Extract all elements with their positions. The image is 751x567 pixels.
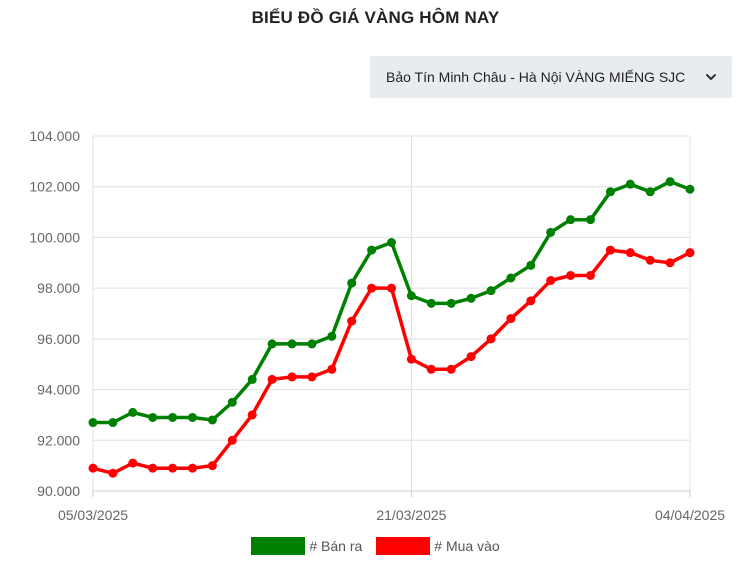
point-ban-ra xyxy=(188,412,197,422)
point-mua-vao xyxy=(267,374,277,384)
chart-legend: # Bán ra # Mua vào xyxy=(0,537,751,555)
point-ban-ra xyxy=(88,418,98,428)
y-tick-label: 100.000 xyxy=(29,229,80,245)
point-ban-ra xyxy=(446,298,456,308)
point-mua-vao xyxy=(247,410,257,420)
point-mua-vao xyxy=(546,276,556,286)
point-mua-vao xyxy=(426,364,436,374)
point-ban-ra xyxy=(625,179,635,189)
point-mua-vao xyxy=(665,258,675,268)
legend-item-ban-ra[interactable]: # Bán ra xyxy=(251,537,362,555)
point-mua-vao xyxy=(347,316,357,326)
point-mua-vao xyxy=(188,463,197,473)
x-tick-label: 21/03/2025 xyxy=(376,507,446,523)
point-mua-vao xyxy=(108,468,118,478)
point-mua-vao xyxy=(526,296,536,306)
point-mua-vao xyxy=(466,352,476,362)
point-mua-vao xyxy=(148,463,158,473)
point-mua-vao xyxy=(327,364,337,374)
store-select-value: Bảo Tín Minh Châu - Hà Nội VÀNG MIẾNG SJ… xyxy=(386,69,686,85)
point-mua-vao xyxy=(307,372,317,382)
point-mua-vao xyxy=(566,270,576,280)
point-mua-vao xyxy=(88,463,98,473)
point-ban-ra xyxy=(526,260,536,270)
point-mua-vao xyxy=(645,255,655,265)
point-ban-ra xyxy=(307,339,317,349)
point-ban-ra xyxy=(367,245,377,255)
y-tick-label: 96.000 xyxy=(37,331,80,347)
x-tick-label: 04/04/2025 xyxy=(655,507,725,523)
point-mua-vao xyxy=(227,435,237,445)
legend-swatch-ban-ra xyxy=(251,537,306,555)
legend-swatch-mua-vao xyxy=(376,537,431,555)
point-ban-ra xyxy=(347,278,357,288)
point-mua-vao xyxy=(685,248,695,258)
y-tick-label: 94.000 xyxy=(37,382,80,398)
point-ban-ra xyxy=(566,215,576,225)
store-select-dropdown[interactable]: Bảo Tín Minh Châu - Hà Nội VÀNG MIẾNG SJ… xyxy=(370,56,732,98)
point-ban-ra xyxy=(665,177,675,187)
point-mua-vao xyxy=(387,283,396,293)
point-ban-ra xyxy=(486,286,496,296)
point-ban-ra xyxy=(267,339,277,349)
point-mua-vao xyxy=(207,461,217,471)
y-tick-label: 98.000 xyxy=(37,280,80,296)
point-ban-ra xyxy=(685,184,695,194)
point-ban-ra xyxy=(128,407,138,417)
point-mua-vao xyxy=(367,283,377,293)
point-ban-ra xyxy=(108,418,118,428)
point-ban-ra xyxy=(148,412,158,422)
point-mua-vao xyxy=(486,334,496,344)
legend-item-mua-vao[interactable]: # Mua vào xyxy=(376,537,500,555)
point-mua-vao xyxy=(128,458,138,468)
point-mua-vao xyxy=(586,270,595,280)
point-ban-ra xyxy=(586,215,595,225)
series-line-ban-ra xyxy=(91,179,692,425)
point-mua-vao xyxy=(406,354,416,364)
point-ban-ra xyxy=(426,298,436,308)
point-mua-vao xyxy=(625,248,635,258)
point-ban-ra xyxy=(645,187,655,197)
y-tick-label: 92.000 xyxy=(37,432,80,448)
point-ban-ra xyxy=(227,397,237,407)
chart-title: BIỂU ĐỒ GIÁ VÀNG HÔM NAY xyxy=(251,8,500,27)
point-mua-vao xyxy=(446,364,456,374)
point-ban-ra xyxy=(506,273,516,283)
point-ban-ra xyxy=(247,374,257,384)
point-ban-ra xyxy=(168,412,178,422)
point-mua-vao xyxy=(168,463,178,473)
legend-label-mua-vao: # Mua vào xyxy=(434,538,500,554)
y-tick-label: 102.000 xyxy=(29,179,80,195)
point-mua-vao xyxy=(506,314,516,324)
point-ban-ra xyxy=(466,293,476,303)
point-mua-vao xyxy=(605,245,615,255)
x-tick-label: 05/03/2025 xyxy=(58,507,128,523)
y-tick-label: 104.000 xyxy=(29,128,80,144)
point-ban-ra xyxy=(605,187,615,197)
y-tick-label: 90.000 xyxy=(37,483,80,499)
point-mua-vao xyxy=(287,372,297,382)
point-ban-ra xyxy=(207,415,217,425)
legend-label-ban-ra: # Bán ra xyxy=(309,538,363,554)
point-ban-ra xyxy=(287,339,297,349)
chevron-down-icon xyxy=(706,74,716,80)
point-ban-ra xyxy=(327,331,337,341)
point-ban-ra xyxy=(406,291,416,301)
point-ban-ra xyxy=(387,238,396,247)
point-ban-ra xyxy=(546,227,556,237)
